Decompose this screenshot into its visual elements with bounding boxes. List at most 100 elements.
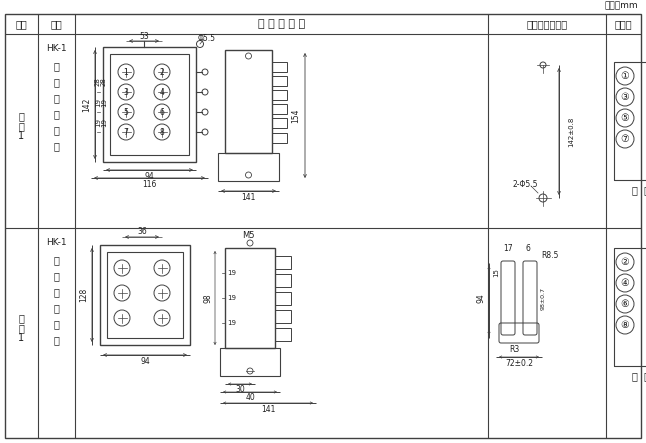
Text: ⑥: ⑥ bbox=[621, 299, 629, 309]
Text: 19: 19 bbox=[101, 117, 107, 127]
Circle shape bbox=[247, 368, 253, 374]
Text: 图: 图 bbox=[19, 323, 25, 333]
Text: 后: 后 bbox=[54, 303, 59, 313]
Bar bbox=[225, 248, 275, 348]
Text: ⑤: ⑤ bbox=[621, 113, 629, 123]
Circle shape bbox=[616, 316, 634, 334]
Text: 图: 图 bbox=[19, 121, 25, 131]
Text: 141: 141 bbox=[261, 404, 275, 413]
Circle shape bbox=[118, 84, 134, 100]
Bar bbox=[110, 54, 189, 155]
Bar bbox=[272, 90, 287, 100]
Bar bbox=[272, 118, 287, 128]
Text: 出: 出 bbox=[54, 77, 59, 87]
Text: 结构: 结构 bbox=[50, 19, 63, 29]
Text: 6: 6 bbox=[160, 108, 165, 117]
Circle shape bbox=[114, 310, 130, 326]
Text: 19: 19 bbox=[101, 97, 107, 106]
Text: 142: 142 bbox=[83, 97, 92, 112]
Circle shape bbox=[154, 285, 170, 301]
Text: 前  视: 前 视 bbox=[632, 185, 646, 195]
Circle shape bbox=[202, 129, 208, 135]
Bar bbox=[100, 245, 190, 345]
Text: 142±0.8: 142±0.8 bbox=[568, 117, 574, 147]
Bar bbox=[107, 252, 183, 338]
Circle shape bbox=[154, 104, 170, 120]
Text: 图号: 图号 bbox=[16, 19, 27, 29]
Bar bbox=[272, 133, 287, 143]
Text: 30: 30 bbox=[235, 385, 245, 395]
Circle shape bbox=[114, 260, 130, 276]
Text: 94: 94 bbox=[477, 293, 486, 303]
Text: 98±0.7: 98±0.7 bbox=[541, 287, 545, 310]
Text: 接: 接 bbox=[54, 319, 59, 329]
Text: 2-Φ5.5: 2-Φ5.5 bbox=[512, 179, 537, 189]
Circle shape bbox=[154, 84, 170, 100]
Circle shape bbox=[616, 253, 634, 271]
Circle shape bbox=[616, 109, 634, 127]
Text: 36: 36 bbox=[137, 226, 147, 236]
Text: M5: M5 bbox=[242, 230, 255, 240]
Text: HK-1: HK-1 bbox=[46, 237, 67, 246]
Text: 53: 53 bbox=[139, 31, 149, 40]
Circle shape bbox=[196, 40, 203, 47]
Text: 3: 3 bbox=[123, 88, 129, 97]
Text: 141: 141 bbox=[242, 193, 256, 202]
Bar bbox=[275, 328, 291, 341]
Circle shape bbox=[245, 53, 251, 59]
Text: 94: 94 bbox=[145, 171, 154, 180]
Circle shape bbox=[245, 172, 251, 178]
Circle shape bbox=[616, 88, 634, 106]
Text: ④: ④ bbox=[621, 278, 629, 288]
Text: 安装开孔尺寸图: 安装开孔尺寸图 bbox=[526, 19, 568, 29]
Circle shape bbox=[616, 130, 634, 148]
Text: 线: 线 bbox=[54, 141, 59, 151]
Bar bbox=[275, 256, 291, 269]
Text: 28: 28 bbox=[95, 78, 101, 86]
Text: 2: 2 bbox=[160, 67, 164, 77]
Text: 72±0.2: 72±0.2 bbox=[505, 358, 533, 368]
Text: 出: 出 bbox=[54, 271, 59, 281]
Text: R3: R3 bbox=[509, 345, 519, 354]
Circle shape bbox=[154, 124, 170, 140]
Circle shape bbox=[616, 67, 634, 85]
Text: 15: 15 bbox=[493, 268, 499, 277]
Bar bbox=[275, 292, 291, 305]
Circle shape bbox=[154, 310, 170, 326]
Text: 单位：mm: 单位：mm bbox=[605, 1, 638, 11]
Text: 1: 1 bbox=[123, 67, 129, 77]
Bar bbox=[614, 62, 646, 180]
Circle shape bbox=[154, 260, 170, 276]
Circle shape bbox=[114, 285, 130, 301]
Circle shape bbox=[202, 109, 208, 115]
Text: 128: 128 bbox=[79, 288, 89, 302]
Bar bbox=[272, 62, 287, 72]
Text: 8: 8 bbox=[160, 128, 164, 136]
Text: 19: 19 bbox=[95, 117, 101, 127]
Bar bbox=[614, 248, 646, 366]
Bar bbox=[225, 50, 272, 153]
Text: 19: 19 bbox=[227, 320, 236, 326]
Text: 外 形 尺 寸 图: 外 形 尺 寸 图 bbox=[258, 19, 305, 29]
Circle shape bbox=[118, 104, 134, 120]
Text: 端子图: 端子图 bbox=[615, 19, 632, 29]
Bar bbox=[218, 153, 279, 181]
Bar bbox=[272, 76, 287, 86]
Text: HK-1: HK-1 bbox=[46, 43, 67, 53]
Text: ②: ② bbox=[621, 257, 629, 267]
Text: 40: 40 bbox=[245, 393, 255, 403]
Text: 凸: 凸 bbox=[54, 61, 59, 71]
Text: 5: 5 bbox=[123, 108, 129, 117]
Circle shape bbox=[154, 64, 170, 80]
Circle shape bbox=[540, 62, 546, 68]
Text: R8.5: R8.5 bbox=[541, 252, 559, 260]
Text: 1: 1 bbox=[19, 131, 25, 141]
Text: ①: ① bbox=[621, 71, 629, 81]
Bar bbox=[103, 47, 196, 162]
Text: 19: 19 bbox=[227, 270, 236, 276]
Text: 116: 116 bbox=[142, 179, 157, 189]
Text: 前: 前 bbox=[54, 109, 59, 119]
Text: Φ5.5: Φ5.5 bbox=[198, 34, 216, 43]
Circle shape bbox=[118, 64, 134, 80]
Text: 6: 6 bbox=[526, 244, 530, 253]
